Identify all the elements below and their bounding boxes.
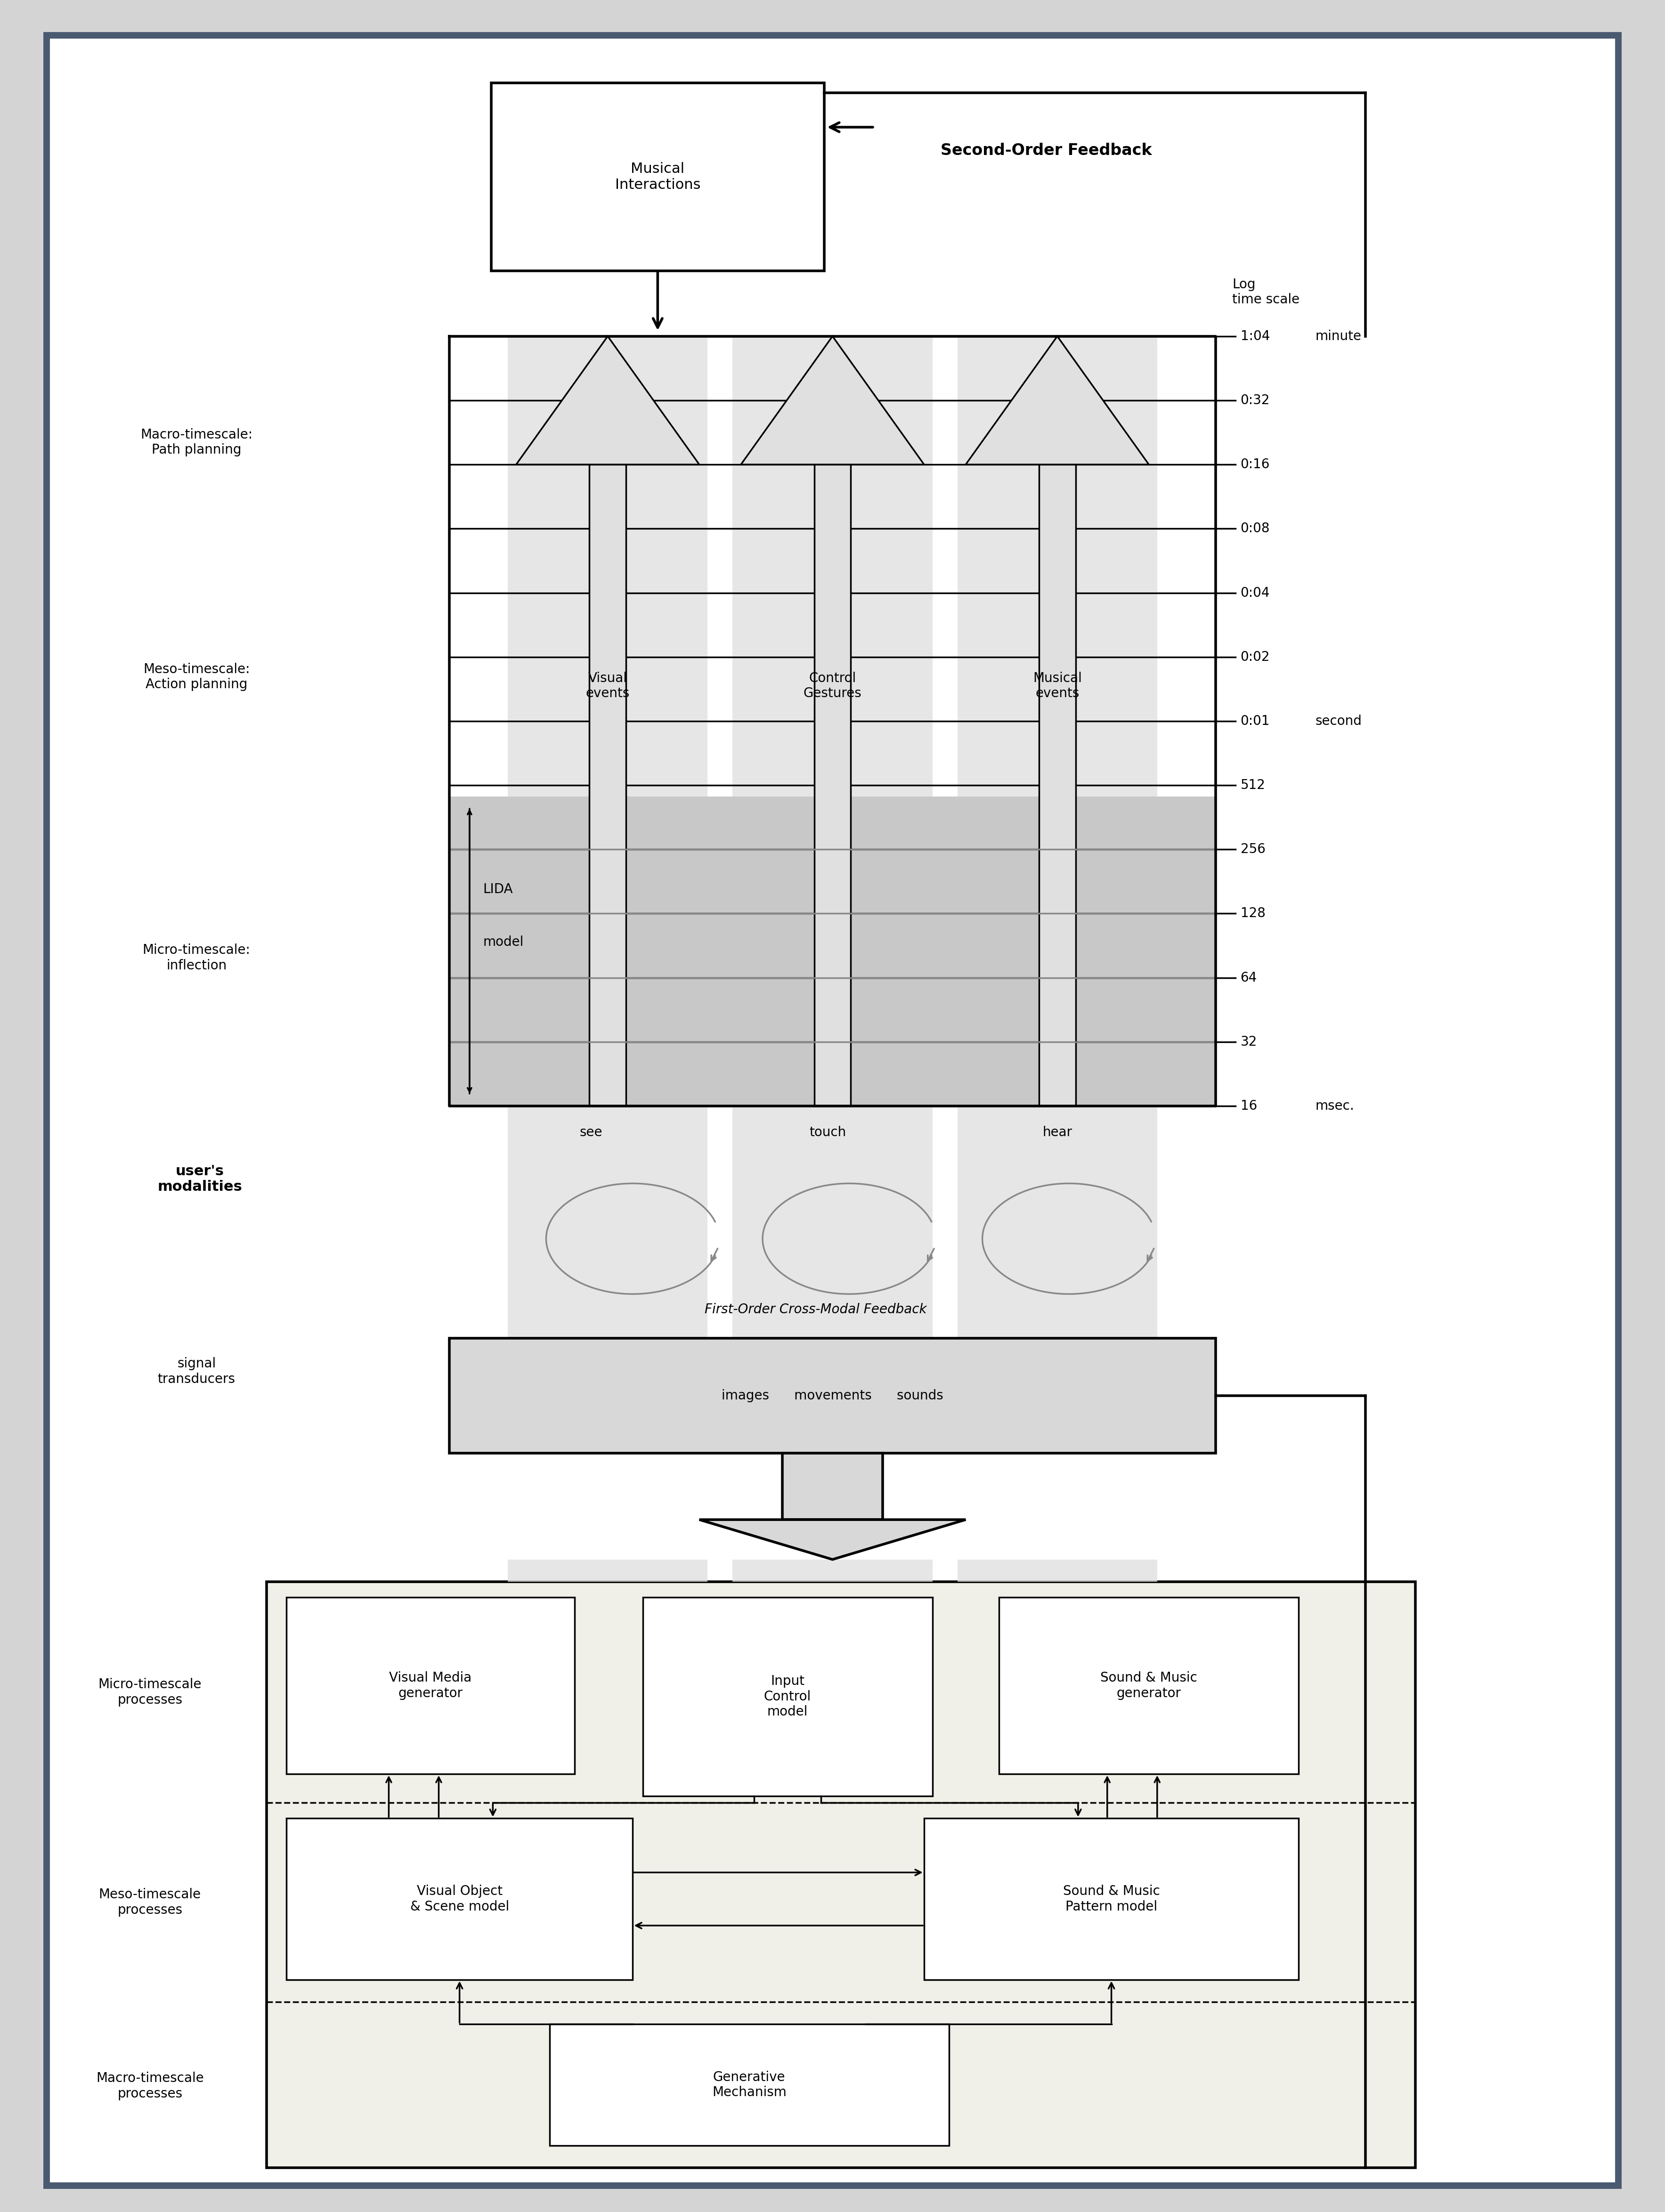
Text: user's
modalities: user's modalities [158,1164,241,1194]
Bar [491,84,824,272]
Polygon shape [699,1520,966,1559]
Text: minute: minute [1315,330,1362,343]
Text: Musical
events: Musical events [1032,672,1082,699]
Text: Meso-timescale:
Action planning: Meso-timescale: Action planning [143,664,250,690]
Text: 0:16: 0:16 [1240,458,1270,471]
Polygon shape [741,336,924,465]
Text: First-Order Cross-Modal Feedback: First-Order Cross-Modal Feedback [704,1303,927,1316]
Text: Macro-timescale:
Path planning: Macro-timescale: Path planning [140,429,253,456]
Bar [814,465,851,1106]
Text: 32: 32 [1240,1035,1257,1048]
Bar [957,336,1157,1106]
Bar [286,1818,633,1980]
Text: Input
Control
model: Input Control model [764,1674,811,1719]
Text: Micro-timescale:
inflection: Micro-timescale: inflection [143,945,250,971]
Text: 512: 512 [1240,779,1265,792]
Text: 0:08: 0:08 [1240,522,1270,535]
Text: LIDA: LIDA [483,883,513,896]
Bar [733,1106,932,1338]
Bar [450,796,1215,1106]
Polygon shape [516,336,699,465]
Bar [924,1818,1299,1980]
Bar [1039,465,1076,1106]
Text: Visual
events: Visual events [586,672,629,699]
Polygon shape [966,336,1149,465]
Bar [783,1453,882,1520]
Text: 256: 256 [1240,843,1265,856]
Text: Generative
Mechanism: Generative Mechanism [713,2070,786,2099]
Text: model: model [483,936,523,949]
Text: Visual Media
generator: Visual Media generator [390,1672,471,1699]
Text: 64: 64 [1240,971,1257,984]
Text: Sound & Music
generator: Sound & Music generator [1101,1672,1197,1699]
Text: see: see [579,1126,603,1139]
Text: msec.: msec. [1315,1099,1354,1113]
Text: signal
transducers: signal transducers [158,1358,235,1385]
Text: Meso-timescale
processes: Meso-timescale processes [98,1889,201,1916]
Text: Visual Object
& Scene model: Visual Object & Scene model [410,1885,509,1913]
Text: Log
time scale: Log time scale [1232,279,1299,305]
Text: Micro-timescale
processes: Micro-timescale processes [98,1679,201,1705]
Bar [266,1582,1415,2168]
Text: 128: 128 [1240,907,1265,920]
Bar [999,1597,1299,1774]
Text: images      movements      sounds: images movements sounds [721,1389,944,1402]
Bar [733,1559,932,1582]
Text: touch: touch [809,1126,846,1139]
Bar [733,336,932,1106]
Bar [286,1597,574,1774]
Text: hear: hear [1042,1126,1072,1139]
Bar [508,336,708,1106]
Bar [450,1338,1215,1453]
Text: 0:02: 0:02 [1240,650,1270,664]
Bar [508,1559,708,1582]
Bar [957,1106,1157,1338]
Text: Sound & Music
Pattern model: Sound & Music Pattern model [1062,1885,1161,1913]
Bar [508,1106,708,1338]
Text: Second-Order Feedback: Second-Order Feedback [941,142,1152,159]
Bar [549,2024,949,2146]
Text: 0:32: 0:32 [1240,394,1270,407]
Text: 0:01: 0:01 [1240,714,1270,728]
Text: Control
Gestures: Control Gestures [803,672,862,699]
Text: Macro-timescale
processes: Macro-timescale processes [97,2073,203,2099]
Bar [643,1597,932,1796]
Text: second: second [1315,714,1362,728]
Bar [957,1559,1157,1582]
Text: 0:04: 0:04 [1240,586,1270,599]
Bar [589,465,626,1106]
Text: 1:04: 1:04 [1240,330,1270,343]
Text: Musical
Interactions: Musical Interactions [614,161,701,192]
Text: 16: 16 [1240,1099,1257,1113]
